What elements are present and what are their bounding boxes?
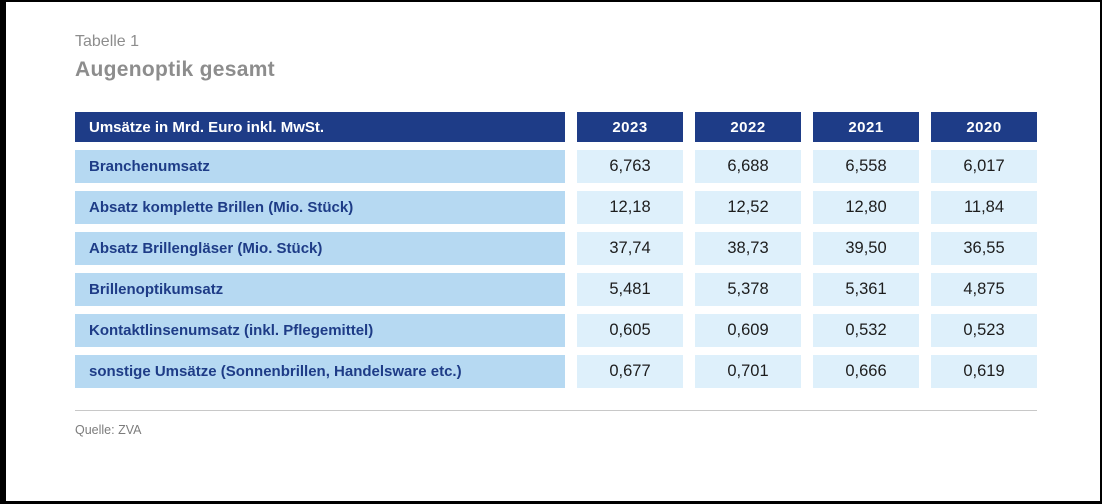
table-header-year-2022: 2022 bbox=[695, 112, 801, 142]
page-title: Augenoptik gesamt bbox=[75, 58, 275, 81]
value-cell: 0,701 bbox=[695, 355, 801, 388]
value-cell: 11,84 bbox=[931, 191, 1037, 224]
row-label: sonstige Umsätze (Sonnenbrillen, Handels… bbox=[75, 355, 565, 388]
table-header-year-2023: 2023 bbox=[577, 112, 683, 142]
value-cell: 5,481 bbox=[577, 273, 683, 306]
value-cell: 6,558 bbox=[813, 150, 919, 183]
value-cell: 5,361 bbox=[813, 273, 919, 306]
value-cell: 36,55 bbox=[931, 232, 1037, 265]
table-header-year-2021: 2021 bbox=[813, 112, 919, 142]
row-label: Brillenoptikumsatz bbox=[75, 273, 565, 306]
row-label: Absatz komplette Brillen (Mio. Stück) bbox=[75, 191, 565, 224]
table-eyebrow: Tabelle 1 bbox=[75, 33, 140, 50]
value-cell: 0,609 bbox=[695, 314, 801, 347]
value-cell: 5,378 bbox=[695, 273, 801, 306]
table-header-year-2020: 2020 bbox=[931, 112, 1037, 142]
footer-divider bbox=[75, 410, 1037, 411]
value-cell: 12,80 bbox=[813, 191, 919, 224]
page-content: Tabelle 1 Augenoptik gesamt Umsätze in M… bbox=[6, 2, 1100, 437]
value-cell: 0,523 bbox=[931, 314, 1037, 347]
value-cell: 0,677 bbox=[577, 355, 683, 388]
row-label: Absatz Brillengläser (Mio. Stück) bbox=[75, 232, 565, 265]
value-cell: 38,73 bbox=[695, 232, 801, 265]
value-cell: 4,875 bbox=[931, 273, 1037, 306]
data-table: Umsätze in Mrd. Euro inkl. MwSt. 2023 20… bbox=[75, 112, 1037, 388]
value-cell: 0,666 bbox=[813, 355, 919, 388]
source-note: Quelle: ZVA bbox=[75, 423, 142, 437]
value-cell: 37,74 bbox=[577, 232, 683, 265]
value-cell: 0,605 bbox=[577, 314, 683, 347]
value-cell: 6,763 bbox=[577, 150, 683, 183]
value-cell: 6,017 bbox=[931, 150, 1037, 183]
value-cell: 12,52 bbox=[695, 191, 801, 224]
value-cell: 39,50 bbox=[813, 232, 919, 265]
row-label: Kontaktlinsenumsatz (inkl. Pflegemittel) bbox=[75, 314, 565, 347]
value-cell: 0,619 bbox=[931, 355, 1037, 388]
value-cell: 0,532 bbox=[813, 314, 919, 347]
row-label: Branchenumsatz bbox=[75, 150, 565, 183]
table-header-unit-label: Umsätze in Mrd. Euro inkl. MwSt. bbox=[75, 112, 565, 142]
value-cell: 12,18 bbox=[577, 191, 683, 224]
value-cell: 6,688 bbox=[695, 150, 801, 183]
